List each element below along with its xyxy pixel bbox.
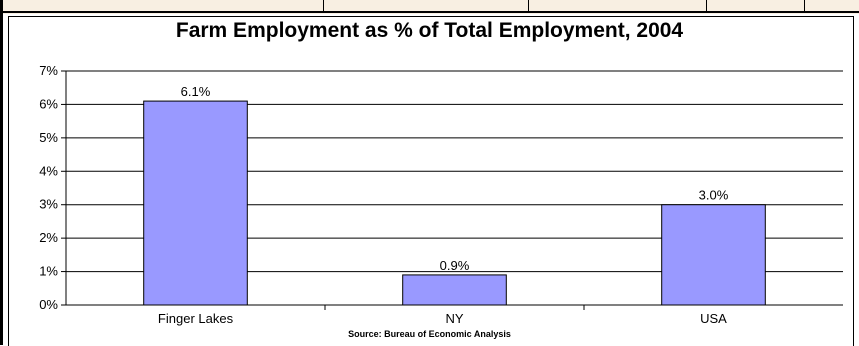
bar-ny [402,274,507,306]
y-tick-label: 1% [39,264,58,279]
chart-frame [8,16,854,346]
y-tick-label: 4% [39,163,58,178]
column-divider [804,0,805,13]
y-tick-label: 7% [39,63,58,78]
column-divider [706,0,707,13]
y-tick-label: 2% [39,230,58,245]
y-tick-label: 5% [39,130,58,145]
y-tick-label: 6% [39,96,58,111]
category-label: NY [445,311,463,326]
category-label: Finger Lakes [158,311,234,326]
data-label: 6.1% [181,84,211,99]
spreadsheet-header-strip [0,0,859,14]
y-tick-label: 0% [39,297,58,312]
header-rule [0,11,859,13]
bar-finger-lakes [143,100,248,306]
column-divider [323,0,324,13]
data-label: 3.0% [699,188,729,203]
left-border [0,0,3,345]
data-label: 0.9% [440,258,470,273]
column-divider [528,0,529,13]
category-label: USA [700,311,727,326]
chart-title: Farm Employment as % of Total Employment… [175,19,684,42]
bar-usa [661,204,766,306]
source-note: Source: Bureau of Economic Analysis [348,329,511,339]
y-tick-label: 3% [39,197,58,212]
